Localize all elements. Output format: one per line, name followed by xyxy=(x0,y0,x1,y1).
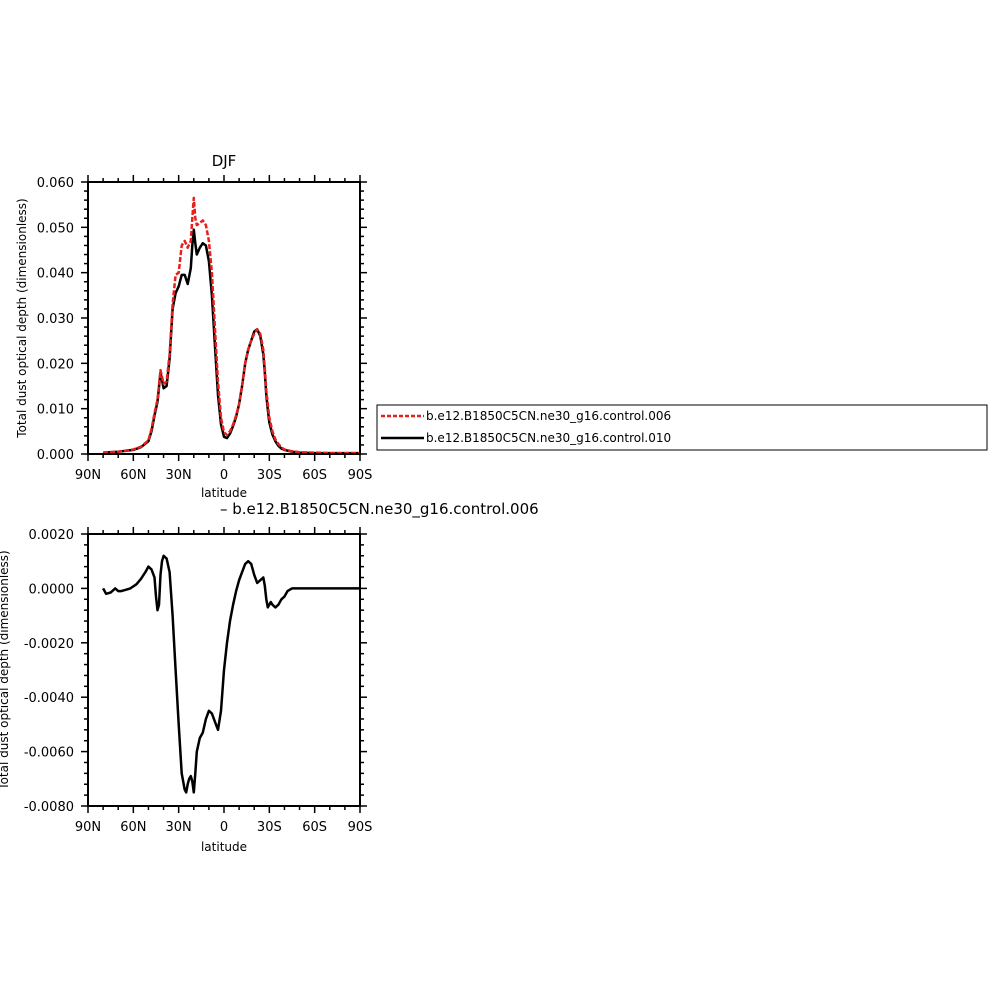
series-lines xyxy=(102,554,360,794)
axis-ticks: 90N 60N 30N 0 30S 60S 90S 0.000 0.010 0.020 0.030 0… xyxy=(37,175,373,483)
y-tick-label: 0.060 xyxy=(37,176,74,191)
x-tick-label: 30N xyxy=(166,820,192,835)
y-tick-label: 0.020 xyxy=(37,357,74,372)
y-axis-label: Total dust optical depth (dimensionless) xyxy=(15,198,29,438)
y-axis-label: Total dust optical depth (dimensionless) xyxy=(0,550,11,790)
x-tick-label: 60S xyxy=(302,820,327,835)
x-tick-label: 90N xyxy=(75,820,101,835)
x-tick-label: 60S xyxy=(302,468,327,483)
y-tick-label: 0.000 xyxy=(37,448,74,463)
legend-label-010: b.e12.B1850C5CN.ne30_g16.control.010 xyxy=(426,431,671,445)
y-tick-label: 0.030 xyxy=(37,312,74,327)
y-tick-label: 0.0000 xyxy=(29,582,75,597)
x-tick-label: 30N xyxy=(166,468,192,483)
y-tick-label: -0.0060 xyxy=(24,746,74,761)
x-tick-label: 60N xyxy=(120,820,146,835)
difference-title: – b.e12.B1850C5CN.ne30_g16.control.006 xyxy=(220,500,539,519)
x-tick-label: 60N xyxy=(120,468,146,483)
x-tick-label: 90S xyxy=(348,820,373,835)
y-tick-label: 0.050 xyxy=(37,221,74,236)
x-tick-label: 30S xyxy=(257,468,282,483)
x-axis-label: latitude xyxy=(201,486,247,500)
x-tick-label: 90S xyxy=(348,468,373,483)
plot-frame xyxy=(87,533,361,807)
y-tick-label: -0.0040 xyxy=(24,691,74,706)
difference-chart: – b.e12.B1850C5CN.ne30_g16.control.006 T… xyxy=(0,500,539,854)
y-tick-label: 0.0020 xyxy=(29,528,75,543)
legend: b.e12.B1850C5CN.ne30_g16.control.006 b.e… xyxy=(376,404,988,451)
series-line-2 xyxy=(103,196,360,455)
y-tick-label: -0.0020 xyxy=(24,637,74,652)
y-tick-label: -0.0080 xyxy=(24,800,74,815)
x-axis-label: latitude xyxy=(201,840,247,854)
chart-title: DJF xyxy=(212,152,237,170)
series-line-1 xyxy=(102,554,360,794)
x-tick-label: 90N xyxy=(75,468,101,483)
axis-ticks: 90N 60N 30N 0 30S 60S 90S -0.0080 -0.0060 -0.0040… xyxy=(24,527,373,835)
x-tick-label: 0 xyxy=(220,468,228,483)
y-tick-label: 0.010 xyxy=(37,403,74,418)
plot-frame xyxy=(87,181,361,455)
x-tick-label: 0 xyxy=(220,820,228,835)
series-line-1 xyxy=(103,228,360,455)
legend-box xyxy=(376,404,988,451)
x-tick-label: 30S xyxy=(257,820,282,835)
djf-dust-chart: DJF Total dust optical depth (dimensionl… xyxy=(15,152,372,500)
legend-label-006: b.e12.B1850C5CN.ne30_g16.control.006 xyxy=(426,409,671,423)
y-tick-label: 0.040 xyxy=(37,267,74,282)
series-lines xyxy=(103,196,360,455)
